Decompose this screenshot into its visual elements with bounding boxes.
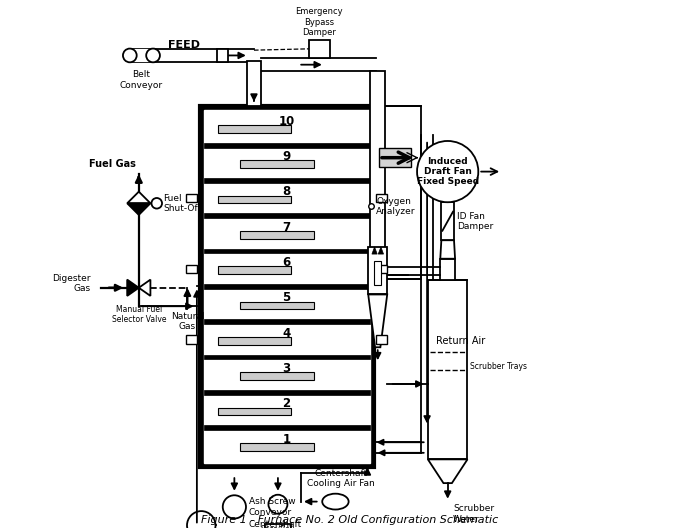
- Circle shape: [123, 49, 136, 62]
- Bar: [370, 71, 385, 258]
- Bar: [240, 301, 314, 309]
- Bar: [204, 319, 370, 324]
- Bar: [240, 231, 314, 239]
- Text: 9: 9: [283, 150, 290, 163]
- Bar: [199, 106, 374, 467]
- Bar: [130, 49, 153, 62]
- Bar: [218, 125, 291, 133]
- Bar: [265, 524, 291, 528]
- Polygon shape: [139, 280, 150, 296]
- Bar: [368, 247, 387, 295]
- Text: Centershaft
Cooling Air Fan: Centershaft Cooling Air Fan: [307, 469, 375, 488]
- Circle shape: [187, 511, 216, 528]
- Circle shape: [146, 49, 160, 62]
- Text: Scrubber
Water: Scrubber Water: [453, 504, 494, 524]
- Bar: [440, 259, 455, 280]
- Bar: [379, 148, 411, 167]
- Bar: [204, 143, 370, 147]
- Polygon shape: [428, 459, 468, 483]
- Bar: [240, 372, 314, 380]
- Bar: [217, 49, 228, 62]
- Bar: [428, 280, 468, 459]
- Bar: [240, 161, 314, 168]
- Bar: [374, 261, 382, 285]
- Ellipse shape: [322, 494, 349, 510]
- Bar: [204, 355, 370, 360]
- Bar: [186, 194, 197, 202]
- Text: 2: 2: [283, 397, 290, 410]
- Text: 8: 8: [283, 185, 290, 199]
- Bar: [377, 194, 387, 202]
- Bar: [204, 284, 370, 289]
- Text: Centershaft
Drive: Centershaft Drive: [248, 520, 302, 528]
- Text: 1: 1: [283, 432, 290, 446]
- Text: Oxygen
Analyzer: Oxygen Analyzer: [377, 196, 416, 216]
- Bar: [186, 335, 197, 344]
- Bar: [186, 265, 197, 273]
- Polygon shape: [372, 247, 377, 254]
- Bar: [204, 110, 370, 463]
- Text: Scrubber Trays: Scrubber Trays: [470, 362, 526, 371]
- Polygon shape: [368, 295, 387, 347]
- Bar: [204, 426, 370, 430]
- Text: 4: 4: [283, 326, 290, 340]
- Bar: [309, 40, 330, 58]
- Polygon shape: [127, 280, 139, 296]
- Bar: [377, 335, 387, 344]
- Text: Natural
Gas: Natural Gas: [171, 312, 204, 331]
- Bar: [204, 213, 370, 218]
- Text: Ash Screw
Conveyor: Ash Screw Conveyor: [248, 497, 295, 516]
- Bar: [218, 266, 291, 274]
- Text: 7: 7: [283, 221, 290, 233]
- Polygon shape: [127, 192, 150, 203]
- Polygon shape: [378, 247, 384, 254]
- Bar: [218, 337, 291, 345]
- Circle shape: [223, 495, 246, 518]
- Bar: [204, 249, 370, 253]
- Text: Manual Fuel
Selector Valve: Manual Fuel Selector Valve: [111, 305, 166, 324]
- Bar: [204, 390, 370, 395]
- Circle shape: [151, 198, 162, 209]
- Text: FEED: FEED: [168, 40, 200, 50]
- Bar: [240, 443, 314, 451]
- Text: Figure 1 - Furnace No. 2 Old Configuration Schematic: Figure 1 - Furnace No. 2 Old Configurati…: [202, 515, 498, 525]
- Bar: [374, 106, 421, 279]
- Bar: [204, 178, 370, 183]
- Circle shape: [268, 495, 288, 514]
- Text: Fuel
Shut-Off: Fuel Shut-Off: [164, 194, 202, 213]
- Polygon shape: [440, 240, 455, 259]
- Text: Secs/Rev: Secs/Rev: [261, 524, 295, 528]
- Text: ID Fan
Damper: ID Fan Damper: [456, 212, 493, 231]
- Text: 5: 5: [283, 291, 290, 304]
- Bar: [246, 61, 261, 106]
- Bar: [218, 196, 291, 203]
- Bar: [441, 202, 454, 240]
- Text: Fuel Gas: Fuel Gas: [90, 159, 136, 169]
- Text: Emergency
Bypass
Damper: Emergency Bypass Damper: [295, 7, 343, 37]
- Bar: [377, 265, 387, 273]
- Text: Induced
Draft Fan
Fixed Speed: Induced Draft Fan Fixed Speed: [416, 157, 479, 186]
- Text: Return Air: Return Air: [435, 336, 485, 346]
- Text: 10: 10: [279, 115, 295, 128]
- Polygon shape: [127, 203, 150, 215]
- Text: 6: 6: [283, 256, 290, 269]
- Text: Belt
Conveyor: Belt Conveyor: [120, 70, 163, 90]
- Text: 3: 3: [283, 362, 290, 375]
- Text: Digester
Gas: Digester Gas: [52, 274, 90, 293]
- Circle shape: [417, 141, 478, 202]
- Bar: [218, 408, 291, 416]
